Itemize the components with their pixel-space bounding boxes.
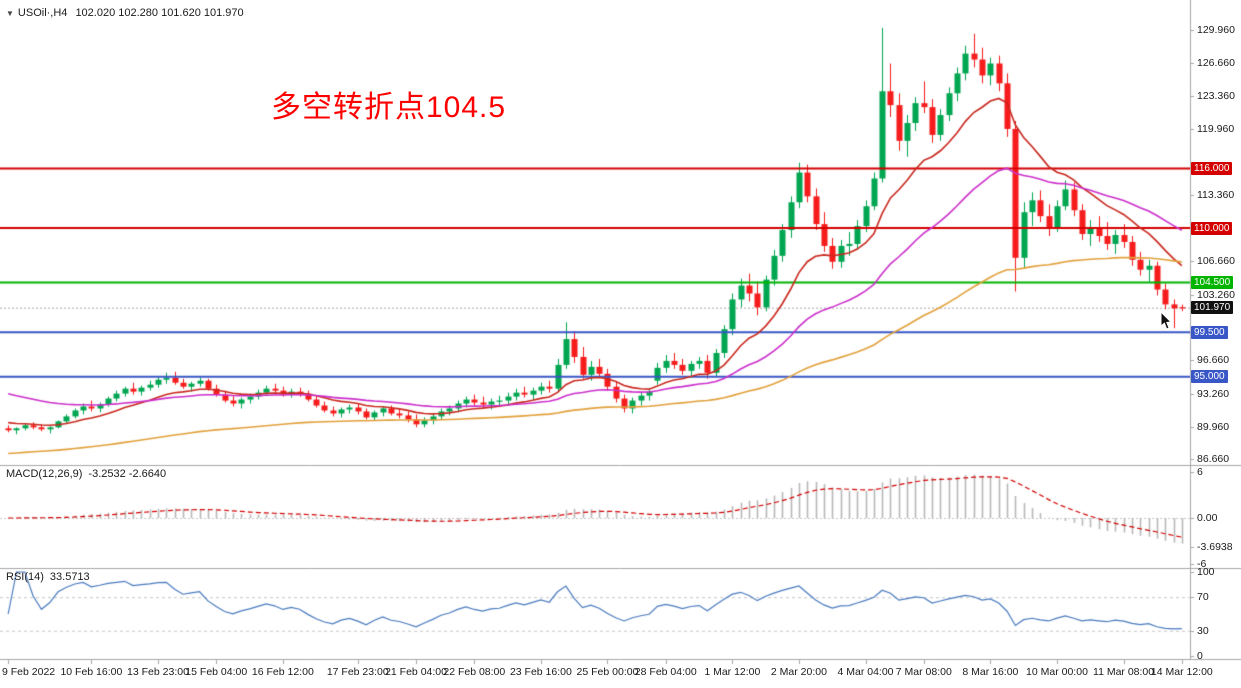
macd-indicator-values: -3.2532 -2.6640 <box>88 468 167 480</box>
macd-tick: 6 <box>1197 465 1203 478</box>
rsi-indicator-name: RSI(14) <box>6 571 44 583</box>
time-tick: 1 Mar 12:00 <box>704 666 761 678</box>
time-tick: 2 Mar 20:00 <box>770 666 827 678</box>
time-tick: 10 Mar 00:00 <box>1026 666 1088 678</box>
hline-price-badge: 110.000 <box>1191 221 1233 235</box>
time-tick: 11 Mar 08:00 <box>1093 666 1155 678</box>
time-axis[interactable]: 9 Feb 2022 10 Feb 16:00 13 Feb 23:00 15 Feb… <box>0 660 1241 688</box>
chart-title: ▼ USOil·,H4 102.020 102.280 101.620 101.97… <box>6 7 244 19</box>
time-tick: 7 Mar 08:00 <box>895 666 952 678</box>
rsi-tick: 70 <box>1197 591 1209 604</box>
chart-text-annotation[interactable]: 多空转折点104.5 <box>271 91 507 124</box>
rsi-indicator-value: 33.5713 <box>49 571 90 583</box>
time-tick: 14 Mar 12:00 <box>1150 666 1213 678</box>
symbol-period-label: USOil·,H4 <box>17 7 68 19</box>
hline-price-badge: 104.500 <box>1191 276 1234 290</box>
time-tick: 21 Feb 04:00 <box>385 666 447 678</box>
price-tick: 119.960 <box>1197 123 1235 136</box>
hline-price-badge: 99.500 <box>1191 325 1228 339</box>
price-tick: 96.660 <box>1197 354 1230 367</box>
price-axis[interactable]: 129.960 126.660 123.360 119.960 113.360 106.6… <box>1190 0 1241 662</box>
price-tick: 129.960 <box>1197 24 1235 37</box>
time-tick: 4 Mar 04:00 <box>837 666 894 678</box>
time-tick: 8 Mar 16:00 <box>962 666 1019 678</box>
ohlc-values: 102.020 102.280 101.620 101.970 <box>75 7 244 19</box>
macd-panel-label: MACD(12,26,9) -3.2532 -2.6640 <box>6 468 166 480</box>
rsi-tick: 100 <box>1197 566 1215 578</box>
macd-tick: -3.6938 <box>1197 540 1233 553</box>
price-tick: 86.660 <box>1197 453 1230 466</box>
price-tick: 103.260 <box>1197 288 1235 301</box>
time-tick: 28 Feb 04:00 <box>634 666 697 678</box>
macd-tick: 0.00 <box>1197 512 1218 524</box>
price-tick: 93.260 <box>1197 388 1230 400</box>
hline-price-badge: 95.000 <box>1191 370 1228 384</box>
price-tick: 113.360 <box>1197 188 1235 201</box>
rsi-tick: 30 <box>1197 624 1209 637</box>
time-tick: 25 Feb 00:00 <box>576 666 639 678</box>
collapse-chart-icon[interactable]: ▼ <box>6 9 14 18</box>
price-tick: 126.660 <box>1197 56 1235 69</box>
hline-price-badge: 116.000 <box>1191 162 1233 176</box>
time-tick: 23 Feb 16:00 <box>509 666 572 678</box>
time-tick: 9 Feb 2022 <box>2 666 56 678</box>
time-tick: 13 Feb 23:00 <box>127 666 189 678</box>
time-tick: 16 Feb 12:00 <box>251 666 314 678</box>
rsi-tick: 0 <box>1197 650 1203 662</box>
price-tick: 106.660 <box>1197 255 1235 268</box>
macd-indicator-name: MACD(12,26,9) <box>6 468 83 480</box>
mouse-cursor-icon <box>1160 310 1173 336</box>
time-tick: 15 Feb 04:00 <box>185 666 248 678</box>
time-tick: 10 Feb 16:00 <box>60 666 123 678</box>
rsi-panel-label: RSI(14) 33.5713 <box>6 571 90 583</box>
time-tick: 17 Feb 23:00 <box>326 666 389 678</box>
time-tick: 22 Feb 08:00 <box>443 666 506 678</box>
price-tick: 123.360 <box>1197 89 1235 102</box>
current-price-badge: 101.970 <box>1191 301 1234 315</box>
macd-tick: -6 <box>1197 558 1207 571</box>
price-tick: 89.960 <box>1197 420 1230 433</box>
